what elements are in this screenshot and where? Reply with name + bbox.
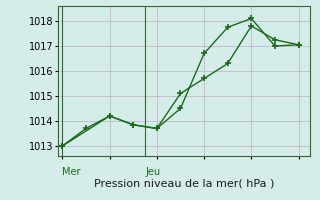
Text: Jeu: Jeu	[145, 167, 160, 177]
Text: Mer: Mer	[62, 167, 81, 177]
X-axis label: Pression niveau de la mer( hPa ): Pression niveau de la mer( hPa )	[94, 178, 274, 188]
